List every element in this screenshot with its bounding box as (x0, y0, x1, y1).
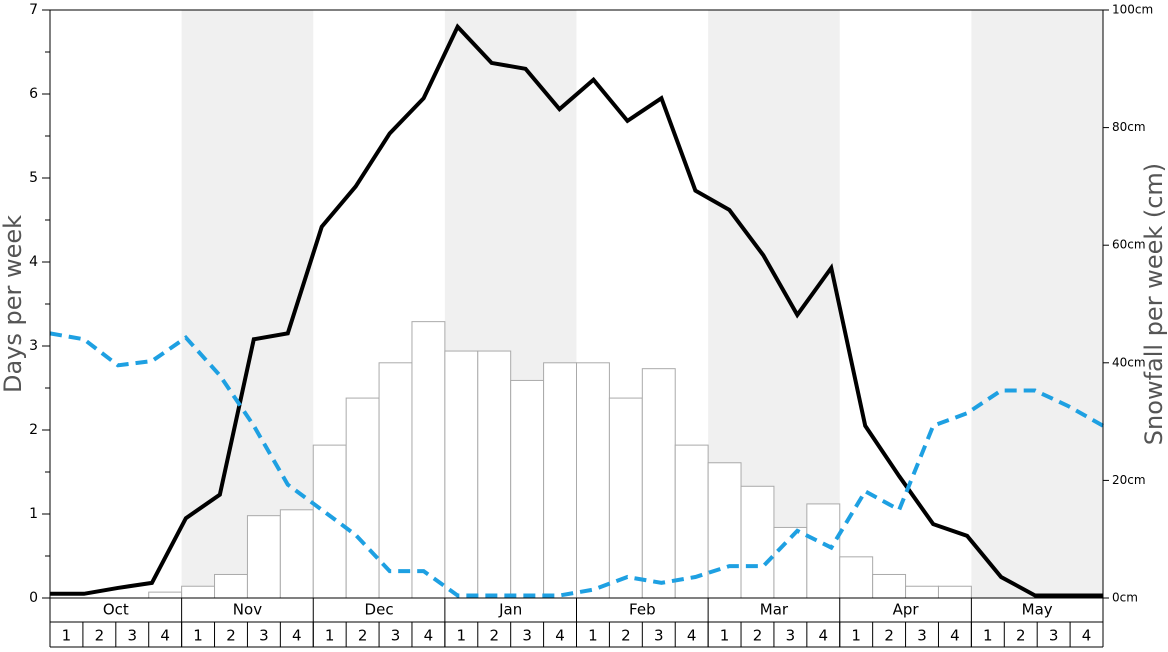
bar (707, 462, 742, 599)
month-shade (971, 10, 1103, 598)
y-tick-label: 4 (29, 254, 38, 270)
x-tick-label: 4 (950, 627, 960, 645)
y-tick-label: 0 (29, 590, 38, 606)
x-tick-label: 1 (325, 627, 335, 645)
bar (444, 350, 479, 599)
bar (740, 485, 775, 599)
month-label: Mar (760, 601, 789, 619)
x-tick-label: 4 (687, 627, 697, 645)
month-label: Apr (893, 601, 920, 619)
bar (641, 368, 676, 599)
x-tick-label: 2 (358, 627, 368, 645)
x-tick-label: 3 (127, 627, 137, 645)
x-tick-label: 4 (424, 627, 434, 645)
x-tick-label: 3 (522, 627, 532, 645)
y2-axis-title: Snowfall per week (cm) (1140, 163, 1168, 445)
bar (806, 503, 841, 599)
x-tick-label: 3 (654, 627, 664, 645)
bar (411, 321, 446, 599)
y2-tick-label: 80cm (1112, 120, 1146, 134)
line (49, 331, 1104, 598)
bar (477, 350, 512, 599)
bar (214, 573, 248, 599)
bar (510, 379, 545, 599)
y-tick-label: 3 (29, 338, 38, 354)
y-tick-label: 6 (29, 86, 38, 102)
bar (312, 444, 347, 599)
bar (872, 573, 907, 599)
x-tick-label: 2 (489, 627, 499, 645)
y-tick-label: 5 (29, 170, 38, 186)
x-tick-label: 1 (588, 627, 598, 645)
bar (148, 591, 183, 599)
x-tick-label: 1 (62, 627, 72, 645)
bar (839, 556, 874, 599)
bar (674, 444, 709, 599)
x-tick-label: 3 (1049, 627, 1059, 645)
month-label: Jan (498, 601, 522, 619)
x-tick-label: 2 (884, 627, 894, 645)
month-label: Nov (233, 601, 262, 619)
x-tick-label: 1 (457, 627, 467, 645)
x-tick-label: 3 (917, 627, 927, 645)
x-tick-label: 4 (555, 627, 565, 645)
y2-tick-label: 60cm (1112, 238, 1146, 252)
x-tick-label: 2 (621, 627, 631, 645)
x-tick-label: 2 (753, 627, 763, 645)
month-label: Feb (629, 601, 656, 619)
bar (543, 362, 577, 599)
y-axis-title: Days per week (0, 215, 27, 393)
bar (181, 585, 216, 599)
x-tick-label: 2 (226, 627, 236, 645)
month-shade (181, 10, 314, 598)
y-tick-label: 1 (29, 506, 38, 522)
bar (279, 509, 314, 599)
bar (608, 397, 643, 599)
month-label: Oct (103, 601, 129, 619)
y2-tick-label: 20cm (1112, 473, 1146, 487)
bar (773, 526, 808, 599)
y2-tick-label: 0cm (1112, 591, 1138, 605)
y-tick-label: 7 (29, 2, 38, 18)
x-tick-label: 3 (786, 627, 796, 645)
bar (345, 397, 380, 599)
month-label: May (1022, 601, 1053, 619)
y2-tick-label: 100cm (1112, 3, 1153, 17)
x-tick-label: 3 (259, 627, 269, 645)
x-tick-label: 3 (391, 627, 401, 645)
bar (246, 515, 281, 599)
y-tick-label: 2 (29, 422, 38, 438)
x-tick-label: 4 (160, 627, 170, 645)
x-tick-label: 4 (1082, 627, 1092, 645)
x-tick-label: 1 (193, 627, 203, 645)
x-tick-label: 4 (292, 627, 302, 645)
x-tick-label: 1 (983, 627, 993, 645)
bar (937, 585, 972, 599)
x-tick-label: 1 (851, 627, 861, 645)
month-label: Dec (365, 601, 394, 619)
x-tick-label: 4 (819, 627, 829, 645)
x-tick-label: 2 (1016, 627, 1026, 645)
bar (905, 585, 939, 599)
y2-tick-label: 40cm (1112, 355, 1146, 369)
x-tick-label: 1 (720, 627, 730, 645)
bar (576, 362, 610, 599)
x-tick-label: 2 (95, 627, 105, 645)
line (50, 23, 1103, 598)
